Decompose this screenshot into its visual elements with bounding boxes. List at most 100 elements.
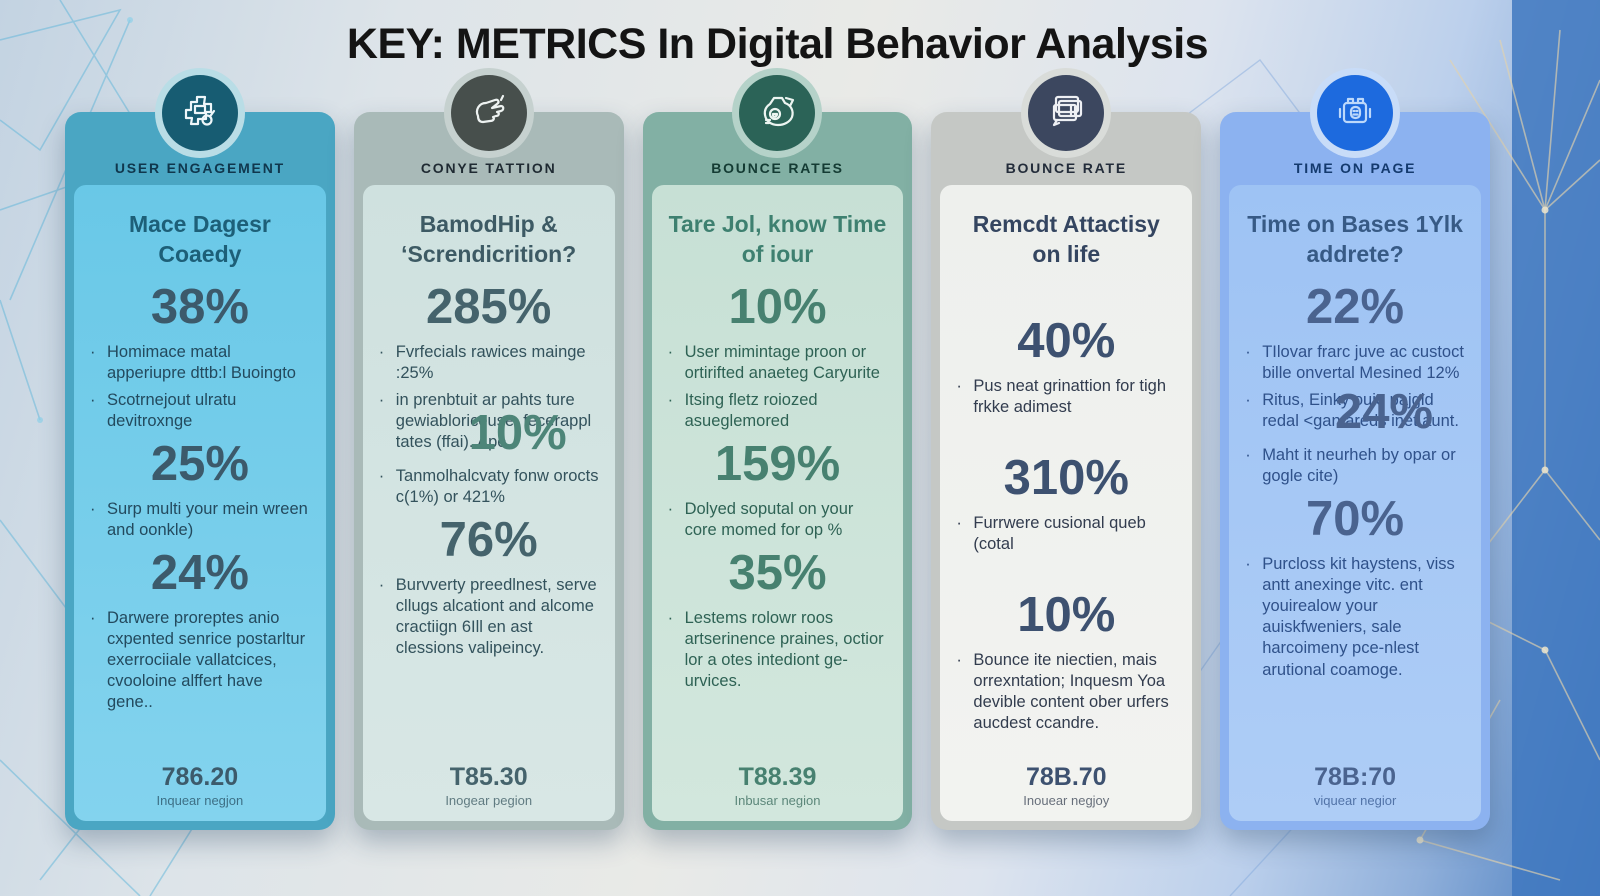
stat-value: 76%: [439, 513, 538, 568]
bullet-dot: ·: [90, 499, 96, 518]
metric-card-5: TIME ON PAGE Time on Bases 1Ylk addrete? 2…: [1220, 75, 1490, 830]
metric-card-3: BOUNCE RATES Tare Jol, know Time of iour 1…: [642, 75, 913, 830]
bullet-item: · Darwere proreptes anio cxpented senrice…: [89, 608, 311, 714]
footer-value: 78B:70: [1314, 763, 1397, 791]
page-title-rest: In Digital Behavior Analysis: [657, 20, 1209, 68]
card-footer: 78B.70 Inouear negjoy: [955, 755, 1177, 808]
card-header-label: TIME ON PAGE: [1293, 160, 1417, 176]
card-title: Remcdt Attactisy on life: [972, 211, 1160, 268]
card-title: BamodHip & ‘Screndicrition?: [401, 211, 577, 268]
bullet-dot: ·: [1245, 390, 1251, 409]
card-header-label: CONYE TATTION: [420, 160, 557, 176]
footer-value: 78B.70: [1025, 763, 1107, 791]
engagement-puzzle-search-icon: [161, 75, 238, 151]
card-title: Tare Jol, know Time of iour: [668, 211, 887, 268]
bullet-dot: ·: [667, 609, 674, 627]
bullet-dot: ·: [378, 576, 385, 595]
bullet-item: · TIlovar frarc juve ac custoct bille onv…: [1244, 342, 1466, 384]
bullet-text: Bounce ite niectien, mais orrexntation; …: [973, 650, 1169, 733]
footer-value: T88.39: [738, 763, 817, 791]
stat-value: 285%: [426, 279, 552, 334]
bullet-item: · Burvverty preedlnest, serve cllugs alca…: [378, 575, 600, 659]
bullet-item: · Fvrfecials rawices mainge :25%: [378, 342, 600, 384]
bullet-text: Darwere proreptes anio cxpented senrice …: [107, 609, 306, 712]
bullet-dot: ·: [90, 390, 96, 409]
stat-value: 40%: [1017, 313, 1116, 368]
card-body: BamodHip & ‘Screndicrition? 285% · Fvrfecia…: [362, 185, 615, 821]
stat-value: 24%: [1335, 385, 1434, 440]
card-body: Time on Bases 1Ylk addrete? 22% · TIlovar f…: [1229, 185, 1481, 821]
bullet-dot: ·: [378, 342, 385, 361]
bullet-item: · User mimintage proon or ortirifted anae…: [667, 342, 889, 384]
bullet-item: · in prenbtuit ar pahts ture gewiablorice…: [378, 390, 600, 453]
bullet-text: Purcloss kit haystens, viss antt anexing…: [1262, 555, 1455, 679]
conversion-hand-icon: [450, 75, 527, 151]
footer-label: Inogear pegion: [445, 793, 533, 808]
stat-value: 10%: [1017, 587, 1116, 642]
card-footer: T88.39 Inbusar negion: [667, 755, 889, 808]
bullet-dot: ·: [956, 513, 962, 532]
stat-value: 310%: [1003, 450, 1129, 505]
card-body: Remcdt Attactisy on life 40% · Pus neat gri…: [940, 185, 1193, 821]
stat-value: 35%: [728, 546, 827, 601]
bullet-item: · Lestems rolowr roos artserinence praine…: [667, 608, 889, 692]
bullet-item: · Pus neat grinattion for tigh frkke adim…: [955, 376, 1177, 418]
stat-value: 159%: [714, 437, 841, 492]
bullet-text: Furrwere cusional queb (cotal: [973, 513, 1146, 553]
bullet-item: · Ritus, Einky ouie pajgid redal <gan are…: [1244, 390, 1466, 432]
bullet-text: in prenbtuit ar pahts ture gewiabloriceu…: [395, 390, 592, 452]
stat-value: 38%: [150, 279, 249, 334]
card-header-label: BOUNCE RATE: [1005, 160, 1127, 176]
card-header-label: USER ENGAGEMENT: [114, 160, 285, 176]
bullet-dot: ·: [667, 390, 674, 409]
bullet-dot: ·: [90, 609, 96, 627]
chat-stack-icon: [1028, 75, 1105, 151]
page-title: KEY: METRICS In Digital Behavior Analysi…: [0, 20, 1555, 69]
card-footer: T85.30 Inogear pegion: [378, 755, 600, 808]
stat-value: 70%: [1306, 492, 1405, 547]
bounce-bag-arrow-icon: [739, 75, 816, 151]
bullet-text: Pus neat grinattion for tigh frkke adime…: [973, 376, 1167, 416]
bullet-item: · Dolyed soputal on your core momed for o…: [667, 499, 889, 541]
card-header-label: BOUNCE RATES: [711, 160, 844, 176]
bullet-text: Scotrnejout ulratu devitroxnge: [107, 390, 237, 430]
bullet-item: · Furrwere cusional queb (cotal: [955, 513, 1177, 555]
card-title: Mace Dagesr Coaedy: [128, 211, 271, 268]
bullet-item: · Itsing fletz roiozed asueglemored: [667, 390, 889, 432]
stat-value: 10%: [728, 279, 827, 334]
card-title: Time on Bases 1Ylk addrete?: [1247, 211, 1463, 268]
metric-card-1: USER ENGAGEMENT Mace Dagesr Coaedy 38% · Hom…: [65, 75, 335, 830]
card-body: Mace Dagesr Coaedy 38% · Homimace matal app…: [74, 185, 326, 821]
page-title-emphasis: KEY: METRICS: [346, 20, 647, 68]
footer-label: Inquear negjon: [156, 793, 244, 808]
metric-cards-row: USER ENGAGEMENT Mace Dagesr Coaedy 38% · Hom…: [65, 75, 1490, 830]
card-footer: 786.20 Inquear negjon: [89, 755, 311, 808]
footer-value: T85.30: [449, 763, 528, 791]
bullet-dot: ·: [1245, 445, 1251, 464]
bullet-text: Ritus, Einky ouie pajgid redal <gan ared…: [1262, 390, 1459, 430]
metric-card-4: BOUNCE RATE Remcdt Attactisy on life 40% · P…: [931, 75, 1202, 830]
bullet-dot: ·: [956, 376, 962, 395]
stat-value: 25%: [150, 437, 249, 492]
footer-label: viquear negior: [1313, 793, 1397, 808]
bullet-text: Tanmolhalcvaty fonw orocts c(1%) or 421%: [395, 467, 599, 507]
footer-label: Inouear negjoy: [1023, 793, 1110, 808]
bullet-text: Burvverty preedlnest, serve cllugs alcat…: [395, 576, 597, 658]
card-footer: 78B:70 viquear negior: [1244, 755, 1466, 808]
bullet-text: Lestems rolowr roos artserinence praines…: [684, 609, 884, 691]
time-on-page-timer-icon: [1317, 75, 1394, 151]
bullet-dot: ·: [1245, 342, 1251, 361]
bullet-item: · Purcloss kit haystens, viss antt anexin…: [1244, 554, 1466, 681]
stat-value: 24%: [150, 546, 249, 601]
bullet-text: User mimintage proon or ortirifted anaet…: [684, 342, 880, 382]
footer-value: 786.20: [161, 763, 239, 791]
bullet-text: TIlovar frarc juve ac custoct bille onve…: [1262, 342, 1464, 382]
stat-value: 22%: [1306, 279, 1405, 334]
bullet-text: Dolyed soputal on your core momed for op…: [684, 499, 854, 540]
bullet-text: Homimace matal apperiupre dttb:l Buoingt…: [107, 342, 296, 382]
bullet-dot: ·: [667, 342, 674, 361]
metric-card-2: CONYE TATTION BamodHip & ‘Screndicrition?…: [353, 75, 624, 830]
card-body: Tare Jol, know Time of iour 10% · User mimi…: [651, 185, 904, 821]
bullet-item: · Bounce ite niectien, mais orrexntation;…: [955, 650, 1177, 734]
